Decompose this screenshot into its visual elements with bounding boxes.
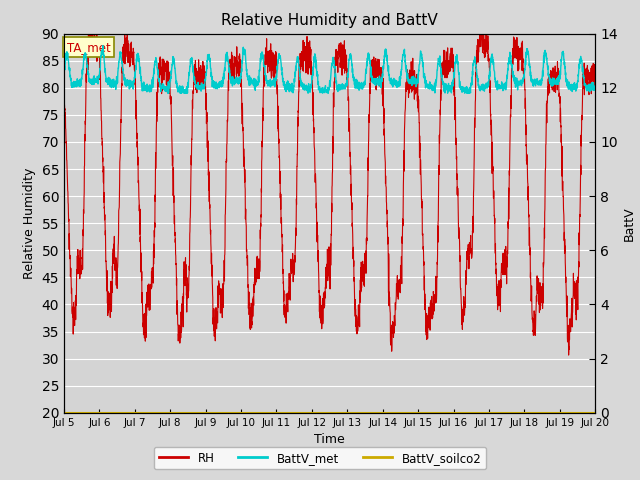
BattV_met — [524, 49, 532, 55]
Title: Relative Humidity and BattV: Relative Humidity and BattV — [221, 13, 438, 28]
RH — [287, 256, 295, 262]
X-axis label: Time: Time — [314, 433, 345, 446]
BattV_met — [121, 75, 129, 81]
BattV_met — [287, 88, 295, 94]
RH — [152, 129, 160, 134]
RH — [121, 22, 129, 28]
Line: RH: RH — [64, 23, 595, 355]
Y-axis label: BattV: BattV — [623, 206, 636, 240]
BattV_met — [164, 90, 172, 96]
BattV_soilco2 — [152, 410, 160, 416]
BattV_soilco2 — [121, 410, 129, 416]
BattV_soilco2 — [524, 410, 531, 416]
RH — [60, 101, 68, 107]
BattV_soilco2 — [287, 410, 294, 416]
RH — [264, 55, 272, 60]
BattV_met — [591, 85, 599, 91]
BattV_soilco2 — [264, 410, 271, 416]
BattV_met — [152, 58, 160, 63]
RH — [524, 180, 532, 185]
BattV_met — [99, 43, 107, 48]
RH — [91, 20, 99, 25]
BattV_soilco2 — [60, 410, 68, 416]
Y-axis label: Relative Humidity: Relative Humidity — [23, 168, 36, 279]
RH — [564, 352, 572, 358]
Legend: RH, BattV_met, BattV_soilco2: RH, BattV_met, BattV_soilco2 — [154, 447, 486, 469]
BattV_soilco2 — [581, 410, 589, 416]
BattV_met — [264, 80, 272, 86]
BattV_met — [60, 69, 68, 75]
BattV_met — [581, 82, 589, 88]
BattV_soilco2 — [591, 410, 599, 416]
Text: TA_met: TA_met — [67, 41, 111, 54]
Line: BattV_met: BattV_met — [64, 46, 595, 93]
RH — [581, 83, 589, 88]
RH — [591, 70, 599, 76]
